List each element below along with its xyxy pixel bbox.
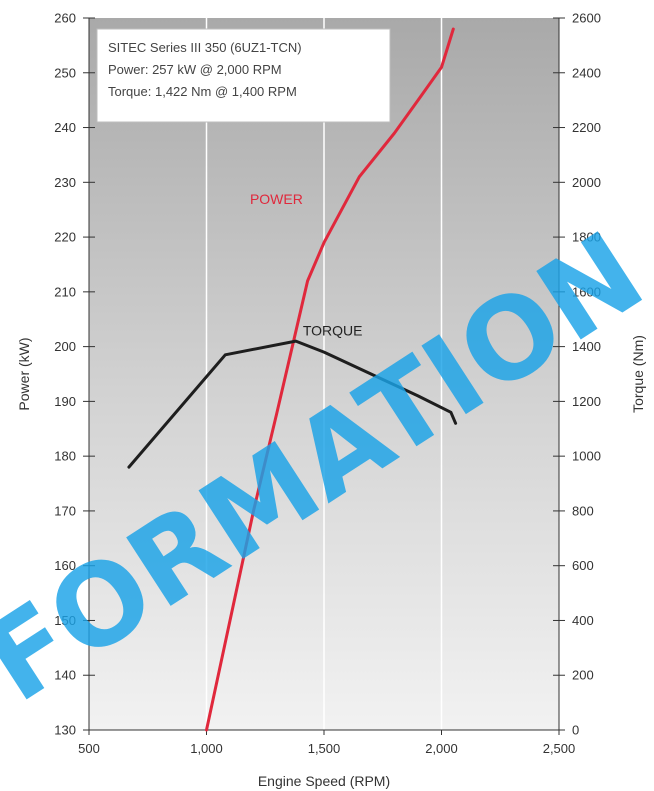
y-left-tick-label: 250 <box>54 65 76 80</box>
power-series-label: POWER <box>250 191 303 207</box>
y-left-tick-label: 130 <box>54 723 76 738</box>
y-left-tick-label: 140 <box>54 668 76 683</box>
y-left-tick-label: 220 <box>54 230 76 245</box>
axes: 500 1,000 1,500 2,000 2,500 130 140 150 160 170 18… <box>54 11 601 757</box>
series-group <box>127 27 458 732</box>
y-left-tick-label: 160 <box>54 558 76 573</box>
y-left-tick-label: 230 <box>54 175 76 190</box>
y-right-tick-label: 1800 <box>572 230 601 245</box>
y-right-tick-label: 2400 <box>572 65 601 80</box>
x-tick-label: 1,500 <box>308 741 341 756</box>
y-right-tick-label: 1200 <box>572 394 601 409</box>
power-line <box>205 27 455 732</box>
x-axis-title: Engine Speed (RPM) <box>258 773 390 789</box>
y-left-axis-title: Power (kW) <box>16 337 32 410</box>
y-right-tick-label: 2600 <box>572 11 601 26</box>
gridlines <box>205 18 443 730</box>
y-right-tick-label: 400 <box>572 613 594 628</box>
y-left-tick-label: 210 <box>54 284 76 299</box>
y-left-tick-label: 260 <box>54 11 76 26</box>
infobox-background <box>96 28 391 123</box>
y-left-tick-label: 240 <box>54 120 76 135</box>
y-right-axis-title: Torque (Nm) <box>630 335 646 413</box>
x-tick-label: 2,000 <box>425 741 458 756</box>
y-left-tick-label: 200 <box>54 339 76 354</box>
torque-series-label: TORQUE <box>303 323 363 339</box>
infobox-model: SITEC Series III 350 (6UZ1-TCN) <box>108 40 302 55</box>
y-right-tick-label: 1000 <box>572 449 601 464</box>
x-tick-label: 1,000 <box>190 741 223 756</box>
x-tick-label: 2,500 <box>543 741 576 756</box>
infobox-torque: Torque: 1,422 Nm @ 1,400 RPM <box>108 84 297 99</box>
infobox-power: Power: 257 kW @ 2,000 RPM <box>108 62 282 77</box>
series-labels: POWER TORQUE <box>250 191 363 338</box>
y-right-tick-label: 200 <box>572 668 594 683</box>
y-left-tick-label: 190 <box>54 394 76 409</box>
y-left-tick-label: 170 <box>54 503 76 518</box>
y-right-tick-label: 800 <box>572 503 594 518</box>
spec-infobox: SITEC Series III 350 (6UZ1-TCN) Power: 2… <box>96 28 391 123</box>
y-left-tick-label: 180 <box>54 449 76 464</box>
y-right-tick-label: 0 <box>572 723 579 738</box>
torque-line <box>127 339 458 469</box>
y-right-tick-label: 2200 <box>572 120 601 135</box>
y-right-tick-label: 600 <box>572 558 594 573</box>
y-right-tick-label: 1600 <box>572 284 601 299</box>
y-left-tick-label: 150 <box>54 613 76 628</box>
y-right-tick-label: 2000 <box>572 175 601 190</box>
x-tick-label: 500 <box>78 741 100 756</box>
y-right-tick-label: 1400 <box>572 339 601 354</box>
